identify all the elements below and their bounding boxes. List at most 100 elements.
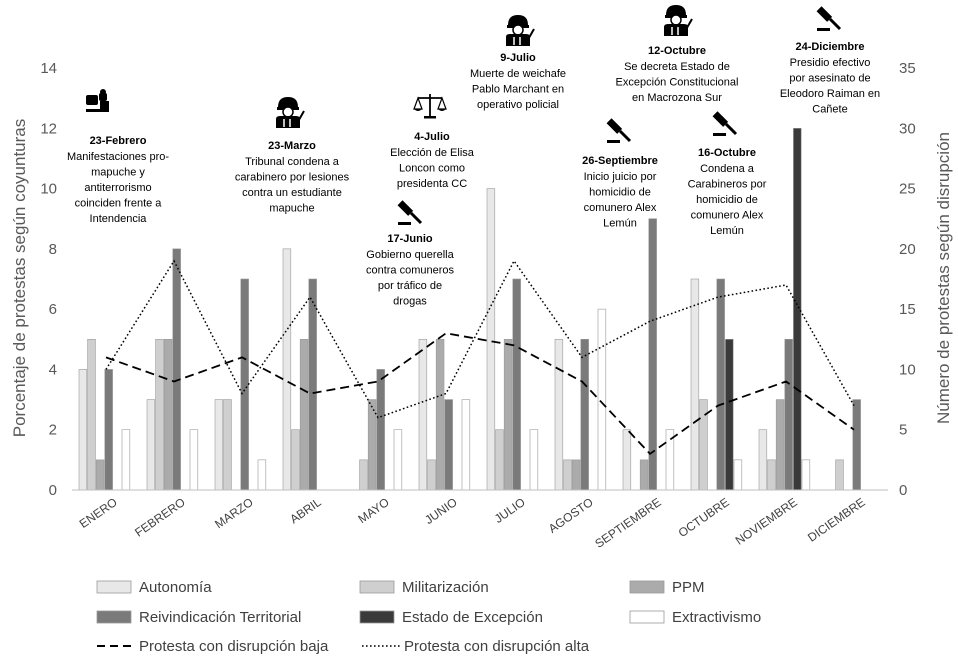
y-tick-label: 0 (49, 482, 57, 499)
bar (291, 429, 300, 491)
annotation-date: 24-Diciembre (795, 41, 864, 53)
bar (512, 278, 521, 491)
annotation-text: drogas (393, 296, 427, 308)
scales-icon (413, 94, 447, 119)
y2-tick-label: 35 (899, 60, 916, 77)
bar (257, 459, 267, 491)
legend-item: Autonomía (96, 579, 212, 596)
y-tick-label: 6 (49, 301, 57, 318)
binoculars-icon (86, 89, 109, 112)
bar (571, 459, 581, 491)
annotation-text: Excepción Constitucional (616, 77, 739, 89)
x-tick-label: JULIO (492, 495, 528, 526)
annotation-text: Manifestaciones pro- (67, 151, 169, 163)
bar (597, 308, 607, 491)
legend-label: Militarización (402, 579, 489, 596)
bar (376, 369, 385, 491)
annotation-text: Gobierno querella (366, 249, 454, 261)
x-tick-label: JUNIO (422, 495, 460, 527)
bar (240, 278, 249, 491)
gavel-icon (397, 200, 423, 225)
annotation-text: Lemún (603, 218, 637, 230)
bar (435, 338, 445, 491)
annotation-date: 9-Julio (500, 52, 536, 64)
bar (554, 338, 564, 491)
y-axis-right-title: Número de protestas según disrupción (934, 132, 953, 424)
bar (801, 459, 811, 491)
y2-tick-label: 0 (899, 482, 907, 499)
annotation-text: en Macrozona Sur (632, 92, 722, 104)
legend-swatch (96, 610, 132, 624)
y2-tick-label: 25 (899, 181, 916, 198)
y-tick-label: 8 (49, 241, 57, 258)
bar (793, 127, 802, 491)
legend-swatch (629, 610, 665, 624)
x-axis-categories: ENERO FEBRERO MARZO ABRIL MAYO JUNIO JULIO AGOS… (77, 495, 868, 551)
annotation-text: mapuche (269, 203, 314, 215)
annotation-date: 12-Octubre (648, 45, 706, 57)
legend-swatch (359, 580, 395, 594)
y-axis-left-title: Porcentaje de protestas según coyunturas (10, 119, 29, 437)
event-annotation: 24-Diciembre Presidio efectivo por asesina… (780, 6, 880, 116)
x-tick-label: OCTUBRE (676, 495, 732, 540)
annotation-date: 23-Febrero (90, 135, 147, 147)
annotation-text: carabinero por lesiones (235, 172, 350, 184)
legend-item: Extractivismo (629, 609, 761, 626)
x-tick-label: ABRIL (287, 495, 324, 527)
legend-label: Estado de Excepción (402, 609, 543, 626)
annotation-text: homicidio de (589, 187, 651, 199)
bar (495, 429, 504, 491)
annotation-text: Intendencia (90, 213, 148, 225)
annotation-text: Muerte de weichafe (470, 68, 566, 80)
annotation-text: homicidio de (696, 194, 758, 206)
bar (308, 278, 317, 491)
x-tick-label: FEBRERO (132, 495, 188, 540)
legend-item: PPM (629, 579, 705, 596)
y2-tick-label: 5 (899, 422, 907, 439)
y-axis-left-ticks: 0 2 4 6 8 10 12 14 (40, 60, 57, 499)
bar (155, 338, 164, 491)
bar (418, 338, 428, 491)
bar (282, 248, 292, 491)
legend-label: Autonomía (139, 579, 212, 596)
x-tick-label: DICIEMBRE (805, 495, 868, 545)
y-axis-right-ticks: 0 5 10 15 20 25 30 35 (899, 60, 916, 499)
legend-swatch (359, 610, 395, 624)
event-annotation: 23-Marzo Tribunal condena a carabinero por… (235, 97, 350, 215)
y2-tick-label: 10 (899, 361, 916, 378)
annotation-text: coinciden frente a (75, 198, 163, 210)
annotation-date: 4-Julio (414, 131, 450, 143)
legend-label: Protesta con disrupción baja (139, 638, 329, 655)
bar (95, 459, 105, 491)
x-tick-label: NOVIEMBRE (733, 495, 800, 548)
legend-label: Reivindicación Territorial (139, 609, 301, 626)
police-officer-icon (664, 5, 693, 36)
y-tick-label: 12 (40, 120, 57, 137)
bar (214, 399, 224, 491)
annotation-text: contra comuneros (366, 265, 455, 277)
bar (733, 459, 743, 491)
annotations-layer: 23-Febrero Manifestaciones pro-mapuche y a… (67, 5, 880, 308)
annotation-text: mapuche y (91, 167, 145, 179)
bar (725, 338, 734, 491)
x-tick-label: MAYO (355, 495, 391, 526)
gavel-icon (606, 118, 632, 143)
annotation-text: comunero Alex (691, 210, 764, 222)
annotation-date: 23-Marzo (268, 140, 316, 152)
annotation-text: Presidio efectivo (790, 57, 871, 69)
bar (784, 338, 793, 491)
bar (444, 399, 453, 491)
x-tick-label: ENERO (77, 495, 120, 531)
annotation-text: Eleodoro Raiman en (780, 88, 880, 100)
annotation-date: 26-Septiembre (582, 155, 658, 167)
annotation-date: 17-Junio (387, 233, 433, 245)
legend-label: PPM (672, 579, 705, 596)
annotation-text: contra un estudiante (242, 187, 342, 199)
bar (529, 429, 539, 491)
event-annotation: 4-Julio Elección de Elisa Loncon como presi… (390, 94, 475, 190)
x-tick-label: SEPTIEMBRE (592, 495, 663, 551)
event-annotation: 26-Septiembre Inicio juicio por homicidio … (582, 118, 658, 230)
annotation-text: operativo policial (477, 99, 559, 111)
series-line (105, 332, 855, 456)
gavel-icon (712, 111, 738, 136)
